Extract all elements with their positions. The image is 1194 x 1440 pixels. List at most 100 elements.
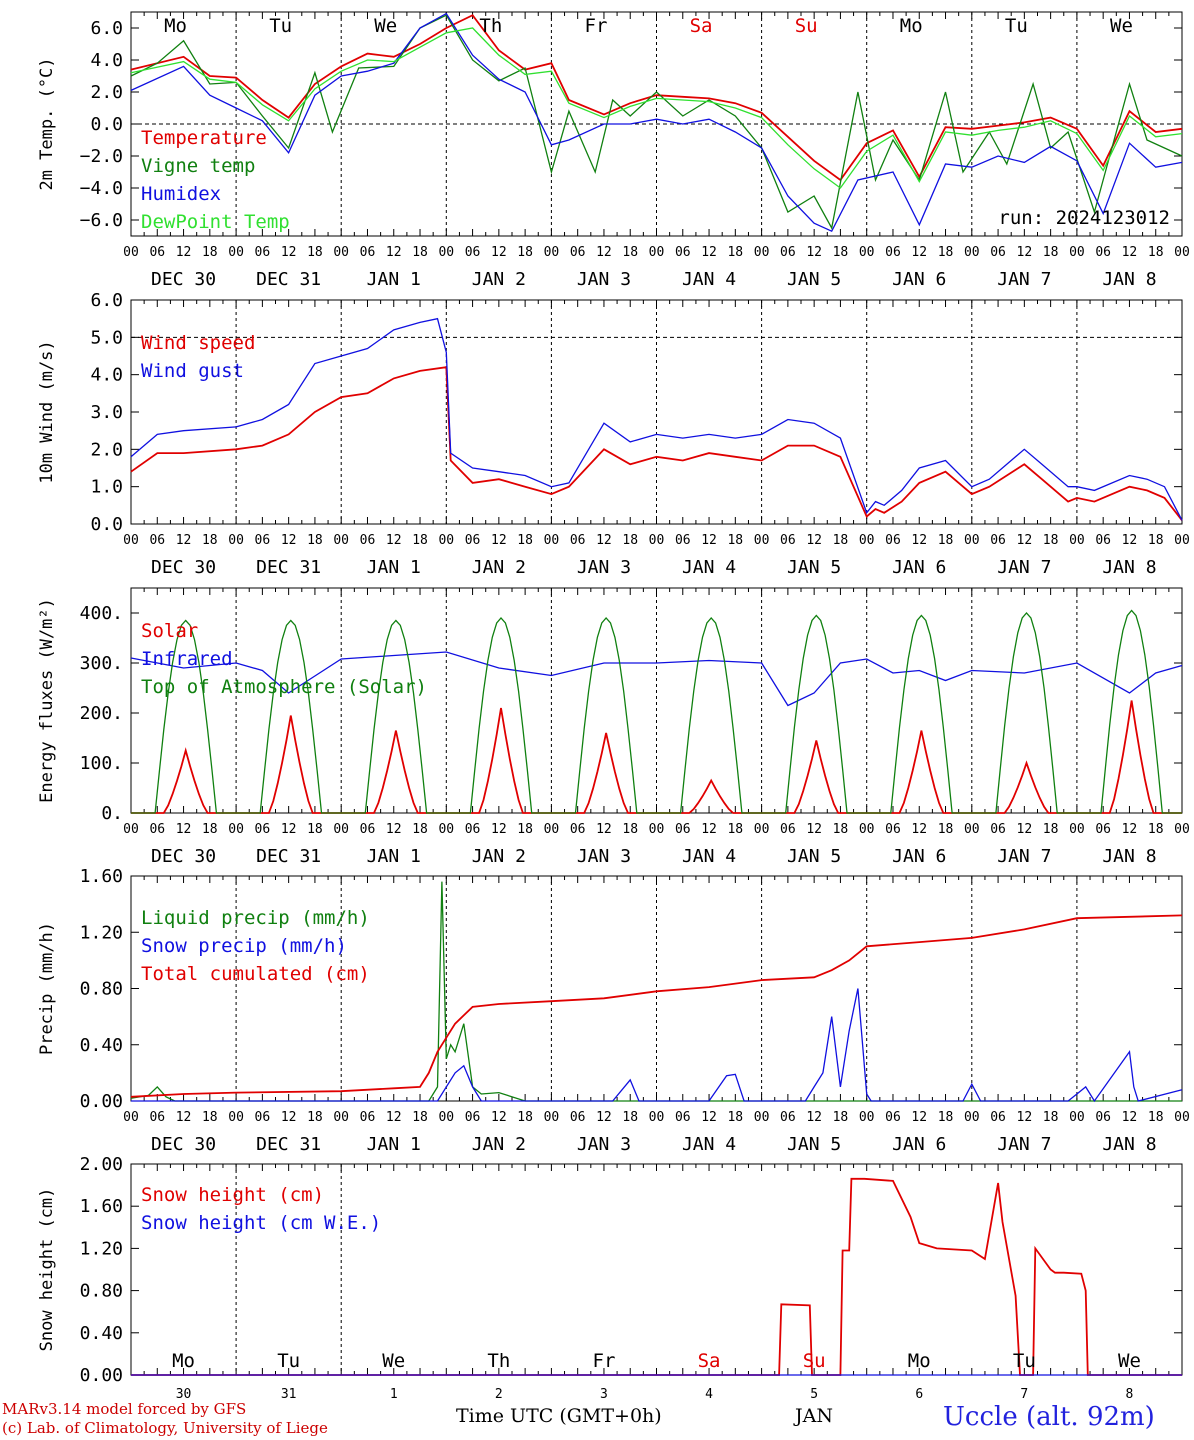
hour-label: 12 [1017, 533, 1033, 548]
y-tick-label: 5.0 [90, 327, 123, 348]
hour-label: 06 [255, 822, 271, 837]
hour-label: 06 [780, 822, 796, 837]
hour-label: 00 [1174, 1110, 1190, 1125]
hour-label: 12 [386, 245, 402, 260]
hour-label: 06 [255, 245, 271, 260]
date-label: JAN 4 [682, 269, 736, 290]
y-tick-label: 0.80 [80, 979, 123, 1000]
hour-label: 12 [281, 822, 297, 837]
hour-label: 18 [1148, 245, 1164, 260]
date-label: JAN 8 [1102, 846, 1156, 867]
hour-label: 00 [1174, 822, 1190, 837]
date-label: JAN 6 [892, 1134, 946, 1155]
hour-label: 12 [806, 822, 822, 837]
date-label: DEC 31 [256, 557, 321, 578]
hour-label: 12 [386, 533, 402, 548]
legend-entry: Wind gust [141, 360, 244, 382]
hour-label: 12 [281, 1110, 297, 1125]
hour-label: 00 [438, 533, 454, 548]
hour-label: 00 [544, 822, 560, 837]
hour-label: 18 [202, 822, 218, 837]
hour-label: 12 [1122, 1110, 1138, 1125]
hour-label: 00 [964, 822, 980, 837]
hour-label: 00 [649, 245, 665, 260]
hour-label: 00 [123, 245, 139, 260]
date-label: JAN 7 [997, 1134, 1051, 1155]
date-label: JAN 8 [1102, 557, 1156, 578]
date-label: JAN 8 [1102, 269, 1156, 290]
hour-label: 18 [307, 1110, 323, 1125]
weekday-label: Tu [277, 1350, 300, 1372]
weekday-label: Mo [172, 1350, 195, 1372]
y-tick-label: 3.0 [90, 402, 123, 423]
hour-label: 18 [1043, 245, 1059, 260]
y-tick-label: 0. [101, 803, 123, 824]
hour-label: 12 [281, 245, 297, 260]
hour-label: 06 [149, 822, 165, 837]
hour-label: 18 [1043, 533, 1059, 548]
date-label: DEC 31 [256, 846, 321, 867]
hour-label: 18 [412, 1110, 428, 1125]
hour-label: 06 [675, 1110, 691, 1125]
hour-label: 00 [123, 1110, 139, 1125]
hour-label: 00 [438, 822, 454, 837]
hour-label: 06 [885, 822, 901, 837]
weekday-label: Mo [900, 15, 923, 37]
legend-entry: Top of Atmosphere (Solar) [141, 676, 427, 698]
hour-label: 00 [333, 1110, 349, 1125]
hour-label: 18 [517, 533, 533, 548]
hour-label: 00 [754, 533, 770, 548]
hour-label: 12 [491, 245, 507, 260]
hour-label: 06 [780, 245, 796, 260]
hour-label: 12 [176, 1110, 192, 1125]
hour-label: 18 [1148, 1110, 1164, 1125]
run-label: run: 2024123012 [998, 207, 1170, 229]
hour-label: 12 [911, 1110, 927, 1125]
date-label: DEC 30 [151, 557, 216, 578]
hour-label: 06 [780, 533, 796, 548]
y-tick-label: −4.0 [80, 178, 123, 199]
hour-label: 00 [1174, 533, 1190, 548]
date-label: JAN 3 [577, 557, 631, 578]
hour-label: 12 [701, 822, 717, 837]
hour-label: 12 [701, 1110, 717, 1125]
date-label: JAN 3 [577, 1134, 631, 1155]
hour-label: 18 [307, 245, 323, 260]
hour-label: 12 [701, 245, 717, 260]
hour-label: 18 [1148, 533, 1164, 548]
legend-entry: DewPoint Temp [141, 211, 290, 233]
hour-label: 06 [149, 533, 165, 548]
hour-label: 06 [675, 533, 691, 548]
hour-label: 00 [228, 533, 244, 548]
day-number-label: 31 [281, 1387, 297, 1402]
hour-label: 00 [859, 245, 875, 260]
hour-label: 06 [1095, 1110, 1111, 1125]
hour-label: 00 [859, 822, 875, 837]
hour-label: 06 [675, 822, 691, 837]
hour-label: 12 [806, 533, 822, 548]
hour-label: 06 [1095, 533, 1111, 548]
legend-entry: Liquid precip (mm/h) [141, 907, 370, 929]
hour-label: 12 [491, 1110, 507, 1125]
hour-label: 12 [386, 1110, 402, 1125]
series-line-snow-precip-mm-h- [131, 988, 1183, 1103]
date-label: JAN 7 [997, 557, 1051, 578]
weekday-label: Th [487, 1350, 510, 1372]
hour-label: 06 [360, 533, 376, 548]
hour-label: 00 [544, 533, 560, 548]
model-credit: MARv3.14 model forced by GFS (c) Lab. of… [2, 1400, 328, 1438]
hour-label: 06 [149, 245, 165, 260]
hour-label: 12 [491, 822, 507, 837]
panel-3: 400. 300. 200. 100. 0. Energy fluxes (W/m²) 00… [37, 587, 1190, 867]
series-line-total-cumulated-cm- [130, 914, 1183, 1098]
day-number-label: 8 [1126, 1387, 1134, 1402]
y-tick-label: 1.60 [80, 866, 123, 887]
weekday-label: Fr [593, 1350, 616, 1372]
date-label: JAN 6 [892, 557, 946, 578]
series-line-top-of-atmosphere-solar- [131, 609, 1182, 814]
hour-label: 12 [1122, 245, 1138, 260]
y-tick-label: 4.0 [90, 50, 123, 71]
hour-label: 18 [938, 533, 954, 548]
date-label: JAN 6 [892, 269, 946, 290]
hour-label: 18 [517, 1110, 533, 1125]
